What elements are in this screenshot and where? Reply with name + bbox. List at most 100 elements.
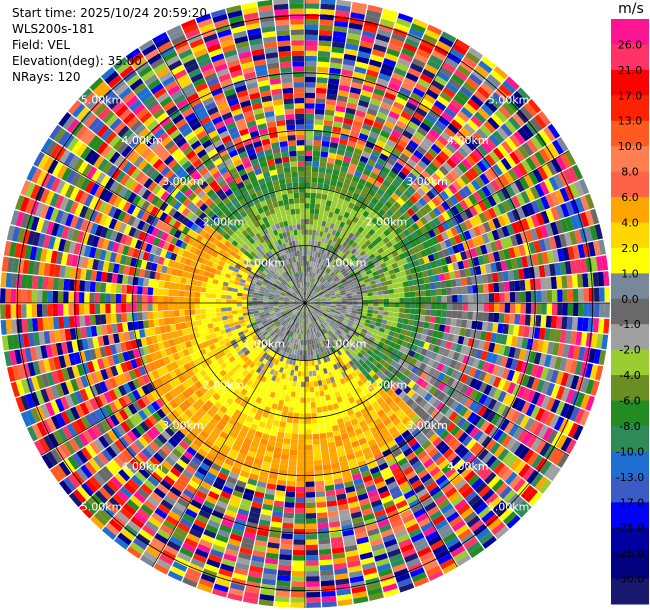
- radar-gate: [405, 144, 416, 154]
- radar-gate: [342, 58, 356, 67]
- radar-gate: [401, 340, 409, 348]
- radar-gate: [306, 602, 321, 608]
- radar-gate: [447, 333, 455, 342]
- radar-gate: [446, 377, 455, 387]
- radar-gate: [394, 143, 405, 153]
- radar-gate: [350, 326, 357, 332]
- radar-gate: [321, 193, 328, 201]
- radar-gate: [310, 277, 314, 283]
- radar-gate: [510, 335, 518, 347]
- radar-gate: [342, 241, 349, 248]
- radar-gate: [434, 316, 441, 324]
- radar-gate: [397, 206, 407, 215]
- radar-gate: [519, 279, 526, 291]
- radar-gate: [474, 330, 482, 340]
- radar-gate: [325, 297, 331, 300]
- radar-gate: [407, 158, 417, 168]
- radar-gate: [412, 111, 425, 122]
- radar-gate: [521, 159, 533, 174]
- radar-gate: [476, 275, 483, 285]
- radar-gate: [276, 580, 291, 587]
- radar-gate: [440, 280, 447, 289]
- radar-gate: [346, 298, 353, 301]
- radar-gate: [418, 321, 425, 328]
- radar-gate: [316, 87, 327, 94]
- radar-gate: [545, 382, 556, 397]
- radar-gate: [362, 185, 371, 194]
- radar-gate: [351, 257, 358, 264]
- radar-gate: [323, 311, 330, 315]
- radar-gate: [450, 318, 457, 327]
- radar-gate: [435, 288, 442, 296]
- radar-gate: [521, 337, 529, 350]
- radar-gate: [333, 25, 348, 33]
- radar-gate: [566, 316, 573, 330]
- radar-gate: [314, 475, 324, 482]
- radar-gate: [501, 405, 512, 418]
- radar-gate: [405, 198, 415, 208]
- radar-gate: [324, 254, 329, 261]
- radar-gate: [393, 307, 400, 313]
- radar-gate: [536, 252, 544, 265]
- radar-gate: [449, 194, 459, 205]
- radar-gate: [312, 438, 320, 445]
- radar-gate: [535, 407, 546, 422]
- radar-gate: [541, 381, 551, 395]
- radar-gate: [423, 342, 431, 350]
- radar-gate: [328, 257, 334, 264]
- radar-gate: [342, 199, 350, 207]
- radar-gate: [428, 162, 439, 173]
- radar-gate: [400, 270, 407, 277]
- radar-gate: [565, 389, 576, 404]
- radar-gate: [290, 369, 295, 376]
- radar-gate: [582, 317, 589, 332]
- radar-gate: [353, 250, 360, 258]
- radar-gate: [313, 449, 321, 456]
- radar-gate: [519, 105, 534, 121]
- radar-gate: [494, 303, 500, 313]
- radar-gate: [282, 405, 289, 413]
- radar-gate: [344, 112, 355, 120]
- radar-gate: [305, 281, 308, 288]
- radar-gate: [552, 342, 560, 356]
- radar-gate: [538, 327, 546, 340]
- radar-gate: [382, 96, 394, 106]
- radar-gate: [308, 239, 312, 246]
- radar-gate: [588, 303, 595, 317]
- radar-gate: [348, 239, 355, 246]
- radar-gate: [385, 241, 393, 249]
- radar-gate: [441, 365, 450, 375]
- radar-gate: [424, 64, 439, 75]
- radar-gate: [592, 272, 600, 287]
- radar-gate: [539, 409, 550, 424]
- radar-gate: [400, 353, 409, 361]
- radar-gate: [546, 429, 559, 444]
- radar-gate: [480, 141, 493, 154]
- radar-gate: [305, 24, 319, 30]
- radar-gate: [297, 455, 305, 461]
- radar-gate: [305, 418, 312, 424]
- radar-gate: [438, 273, 446, 282]
- radar-gate: [322, 287, 327, 292]
- radar-gate: [312, 284, 316, 290]
- radar-gate: [452, 351, 461, 361]
- radar-gate: [497, 271, 504, 282]
- radar-gate: [538, 129, 552, 145]
- radar-gate: [388, 110, 400, 120]
- radar-gate: [603, 271, 610, 287]
- radar-gate: [374, 162, 384, 171]
- radar-gate: [282, 384, 288, 391]
- radar-gate: [347, 167, 356, 176]
- radar-gate: [499, 174, 510, 187]
- radar-gate: [371, 224, 380, 233]
- radar-gate: [342, 122, 352, 131]
- radar-gate: [307, 350, 311, 356]
- radar-gate: [315, 369, 321, 376]
- radar-gate: [353, 223, 361, 231]
- radar-gate: [305, 371, 309, 377]
- radar-gate: [404, 176, 414, 186]
- radar-gate: [322, 272, 327, 278]
- radar-gate: [429, 282, 436, 290]
- radar-gate: [323, 280, 329, 286]
- radar-gate: [357, 305, 363, 309]
